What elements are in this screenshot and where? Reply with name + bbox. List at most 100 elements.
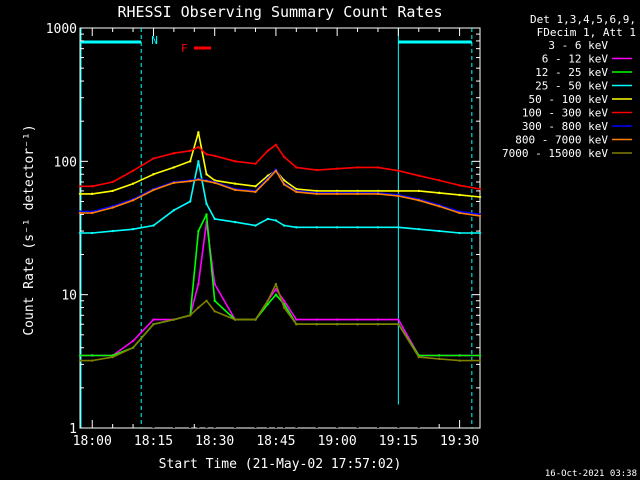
data-point	[197, 282, 200, 286]
data-point	[315, 168, 318, 172]
data-point	[172, 209, 176, 212]
data-point	[131, 169, 135, 172]
data-point	[295, 190, 298, 194]
y-tick-label: 1	[69, 422, 77, 437]
data-point	[335, 323, 339, 326]
data-point	[335, 318, 339, 321]
plot-frame	[79, 27, 481, 429]
data-point	[478, 354, 482, 357]
series-line	[80, 144, 481, 190]
data-point	[356, 192, 359, 196]
data-point	[397, 226, 400, 229]
data-point	[356, 189, 359, 193]
data-point	[91, 354, 94, 357]
data-point	[315, 226, 318, 229]
legend-label: 12 - 25 keV	[535, 66, 608, 79]
data-point	[335, 192, 339, 196]
data-point	[189, 314, 192, 317]
data-point	[282, 155, 286, 159]
data-point	[397, 323, 400, 326]
x-tick-label: 19:15	[379, 434, 418, 449]
y-tick-label: 10	[61, 289, 77, 304]
data-point	[213, 282, 216, 286]
data-point	[111, 189, 114, 193]
legend-label: 7000 - 15000 keV	[502, 147, 608, 160]
y-tick-label: 1000	[46, 22, 77, 37]
data-point	[205, 213, 208, 216]
data-point	[197, 131, 200, 134]
legend-label: 300 - 800 keV	[522, 120, 608, 133]
data-point	[172, 152, 176, 155]
data-point	[152, 157, 155, 160]
data-point	[189, 200, 192, 203]
data-point	[478, 187, 482, 191]
data-point	[417, 227, 420, 231]
data-point	[397, 318, 400, 321]
data-point	[315, 318, 318, 321]
legend-label: 3 - 6 keV	[548, 39, 608, 52]
series-line	[80, 131, 481, 198]
data-point	[152, 188, 155, 192]
legend-label: 800 - 7000 keV	[515, 134, 608, 147]
data-point	[266, 299, 269, 302]
data-point	[274, 287, 278, 291]
data-point	[233, 188, 237, 192]
data-point	[205, 179, 208, 183]
data-point	[78, 211, 82, 215]
flare-label: F	[181, 42, 188, 55]
data-point	[131, 346, 135, 349]
data-point	[437, 229, 441, 233]
data-point	[213, 217, 216, 221]
data-point	[458, 184, 461, 187]
data-point	[437, 357, 441, 361]
x-tick-label: 18:00	[73, 434, 112, 449]
y-axis-label: Count Rate (s⁻¹ detector⁻¹)	[22, 124, 37, 335]
data-point	[111, 355, 114, 359]
data-point	[356, 323, 359, 326]
data-point	[172, 181, 176, 185]
data-point	[205, 299, 208, 302]
data-point	[266, 302, 269, 306]
legend-header: Det 1,3,4,5,6,9,	[530, 13, 636, 26]
data-point	[274, 293, 278, 296]
data-point	[205, 153, 208, 156]
x-tick-label: 18:45	[256, 434, 295, 449]
data-point	[376, 226, 380, 229]
data-point	[458, 193, 461, 197]
data-point	[437, 205, 441, 208]
data-point	[131, 339, 135, 343]
data-point	[91, 211, 94, 215]
data-point	[131, 227, 135, 231]
data-point	[315, 323, 318, 326]
data-point	[295, 166, 298, 169]
data-point	[78, 231, 82, 235]
data-point	[213, 181, 216, 185]
data-point	[437, 354, 441, 357]
x-axis-label: Start Time (21-May-02 17:57:02)	[159, 457, 402, 472]
data-point	[315, 189, 318, 193]
data-point	[458, 354, 461, 357]
data-point	[295, 323, 298, 326]
data-point	[356, 166, 359, 169]
data-point	[266, 149, 269, 152]
data-point	[152, 173, 155, 176]
data-point	[282, 224, 286, 227]
data-point	[376, 192, 380, 196]
data-point	[78, 192, 82, 196]
data-point	[478, 359, 482, 362]
x-tick-label: 19:30	[440, 434, 479, 449]
data-point	[254, 162, 257, 165]
data-point	[417, 174, 420, 177]
legend-label: 50 - 100 keV	[529, 93, 609, 106]
data-point	[274, 219, 278, 222]
data-point	[233, 182, 237, 185]
legend-label: 100 - 300 keV	[522, 107, 608, 120]
data-point	[213, 154, 216, 158]
data-point	[458, 231, 461, 235]
data-point	[397, 189, 400, 193]
data-point	[274, 143, 278, 147]
data-point	[78, 185, 82, 188]
data-point	[197, 178, 200, 181]
series-line	[80, 283, 480, 362]
data-point	[91, 359, 94, 362]
